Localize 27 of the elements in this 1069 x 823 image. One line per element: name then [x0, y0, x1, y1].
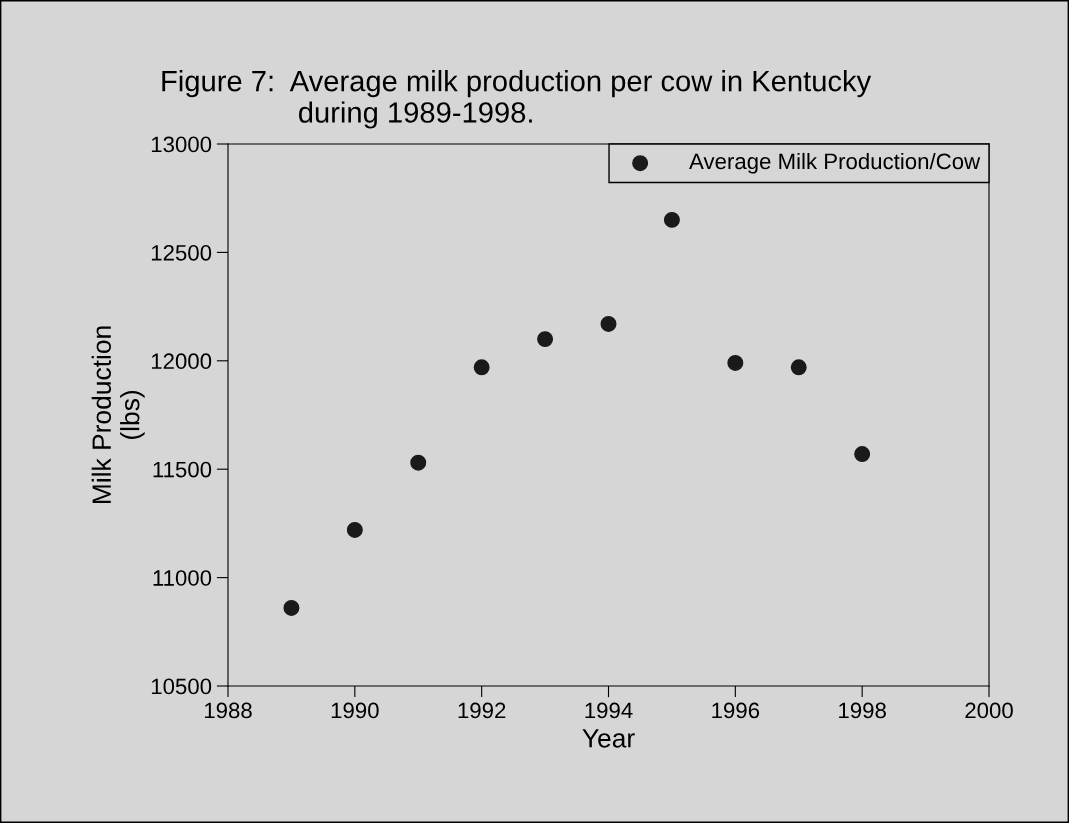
x-axis-title: Year [582, 729, 635, 748]
y-tick-label: 12500 [151, 244, 212, 261]
y-tick-label: 12000 [151, 353, 212, 370]
chart-title: Figure 7: Average milk production per cow in Kentucky during 1989-1998. [162, 70, 872, 129]
y-tick-label: 11000 [153, 570, 212, 586]
point [346, 521, 363, 538]
y-axis-title: Milk Production (lbs) [91, 326, 145, 504]
y-tick-label: 11500 [153, 461, 212, 478]
point [537, 331, 554, 348]
x-tick-label: 1992 [458, 702, 506, 719]
point [410, 454, 427, 471]
x-tick-label: 1988 [204, 702, 252, 719]
point [790, 359, 807, 376]
x-tick-label: 1994 [585, 702, 633, 719]
point [600, 315, 617, 332]
x-tick-label: 1990 [331, 702, 379, 719]
x-tick-label: 1998 [839, 702, 886, 719]
point [663, 211, 680, 228]
x-tick-label: 1996 [712, 702, 760, 719]
point [727, 354, 744, 371]
x-tick-label: 2000 [965, 702, 1013, 719]
point [283, 599, 300, 616]
y-tick-label: 10500 [151, 678, 212, 695]
legend-label: Average Milk Production/Cow [689, 152, 981, 174]
point [854, 446, 871, 463]
y-tick-label: 13000 [151, 136, 212, 153]
point [473, 359, 490, 376]
